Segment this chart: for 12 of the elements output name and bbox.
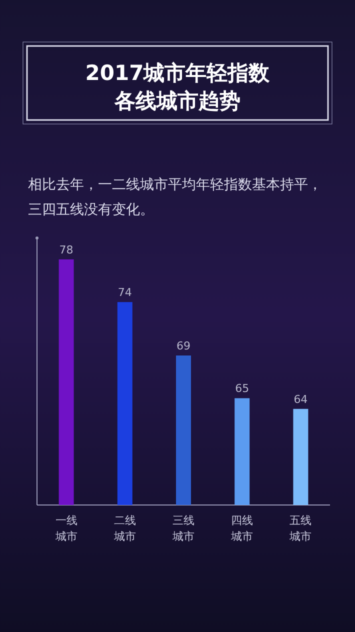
x-tick-label: 五线城市 xyxy=(288,514,312,543)
data-label: 64 xyxy=(294,392,308,406)
x-tick-label: 二线城市 xyxy=(112,514,136,543)
data-label: 69 xyxy=(176,339,190,352)
data-label: 74 xyxy=(118,286,132,300)
x-tick-label: 三线城市 xyxy=(172,514,194,543)
chart-title: 2017城市年轻指数各线城市趋势 xyxy=(85,61,271,113)
data-label: 78 xyxy=(59,243,74,256)
data-label: 65 xyxy=(235,382,250,396)
x-tick-label: 四线城市 xyxy=(230,514,254,543)
chart-subtitle: 相比去年，一二线城市平均年轻指数基本持平，三四五线没有变化。 xyxy=(28,177,322,218)
x-tick-label: 一线城市 xyxy=(54,514,78,543)
